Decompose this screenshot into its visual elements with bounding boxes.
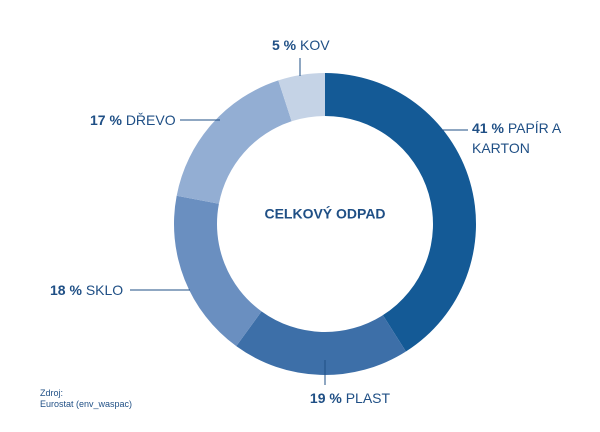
category-label: SKLO xyxy=(85,282,124,298)
donut-segment xyxy=(176,80,292,204)
donut-segment xyxy=(278,73,325,122)
source-line: Eurostat (env_waspac) xyxy=(40,399,133,409)
donut-segment xyxy=(174,195,262,347)
segment-label: 18 % SKLO xyxy=(50,280,140,300)
category-label: KOV xyxy=(300,37,330,53)
value-label: 5 % xyxy=(272,37,297,53)
value-label: 19 % xyxy=(309,390,342,406)
value-label: 18 % xyxy=(50,282,82,298)
segment-label: 5 % KOV xyxy=(272,35,352,55)
donut-segment xyxy=(236,311,406,376)
category-label: PAPÍR A KARTON xyxy=(472,120,561,156)
value-label: 41 % xyxy=(472,120,504,136)
value-label: 17 % xyxy=(90,112,122,128)
category-label: PLAST xyxy=(345,390,391,406)
segment-label: 19 % PLAST xyxy=(290,388,410,408)
segment-label: 17 % DŘEVO xyxy=(90,110,190,130)
donut-segment xyxy=(325,73,477,352)
category-label: DŘEVO xyxy=(125,112,176,128)
source-line: Zdroj: xyxy=(40,388,64,398)
segment-label: 41 % PAPÍR A KARTON xyxy=(472,118,567,158)
chart-title: CELKOVÝ ODPAD xyxy=(264,205,385,222)
source: Zdroj: Eurostat (env_waspac) xyxy=(40,388,132,410)
